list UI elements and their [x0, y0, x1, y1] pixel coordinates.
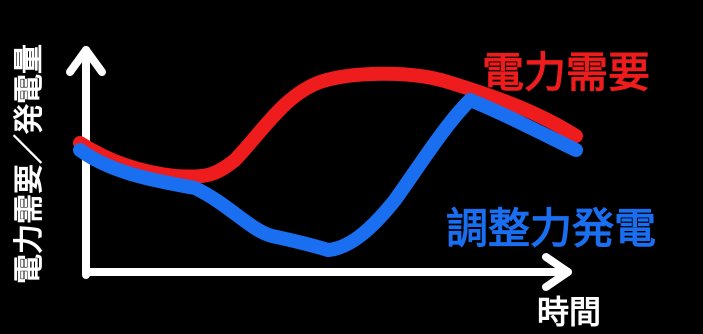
x-axis-arrowhead: [542, 253, 572, 291]
x-axis-label: 時間: [537, 293, 602, 331]
demand-curve-label: 電力需要: [482, 48, 651, 97]
demand-curve: [73, 66, 583, 184]
adjust-curve: [73, 93, 583, 257]
axes: [66, 46, 572, 291]
y-axis-arrowhead: [66, 46, 106, 76]
adjust-curve-label: 調整力発電: [446, 204, 657, 253]
y-axis-label: 電力需要／発電量: [12, 44, 47, 284]
